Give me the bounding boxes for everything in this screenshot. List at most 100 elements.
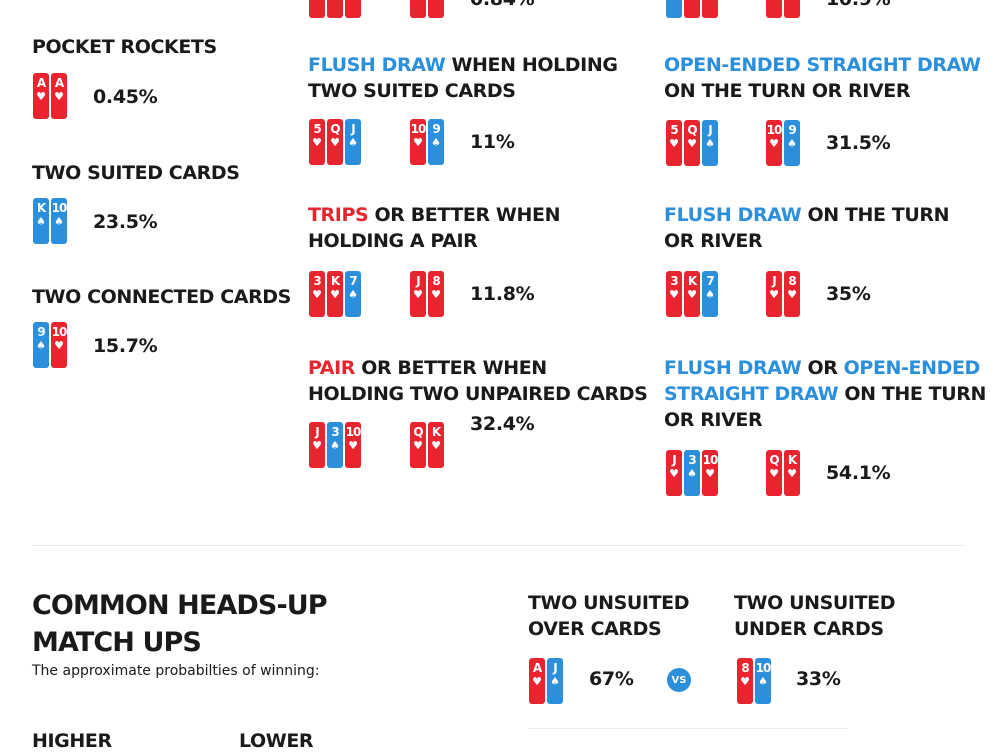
title-mid: OR <box>801 357 844 379</box>
playing-card: J ♥ <box>309 422 325 468</box>
hand-flush-draw-hole: 10 ♥ 9 ♠ <box>410 119 444 165</box>
card-rank: 7 <box>706 274 714 288</box>
playing-card: 8 ♥ <box>737 658 753 704</box>
playing-card: ♠ <box>666 0 682 18</box>
playing-card: ♥ <box>345 0 361 18</box>
card-rank: 9 <box>788 123 796 137</box>
title-line2: TWO SUITED CARDS <box>308 80 516 102</box>
playing-card: Q ♥ <box>327 119 343 165</box>
heart-icon: ♥ <box>330 288 340 301</box>
hand-oesd-board: 5 ♥ Q ♥ J ♠ <box>666 120 718 166</box>
playing-card: ♥ <box>410 0 426 18</box>
heart-icon: ♥ <box>769 288 779 301</box>
card-rank: 8 <box>788 274 796 288</box>
title-highlight: FLUSH DRAW <box>664 204 802 226</box>
heart-icon: ♥ <box>705 467 715 480</box>
spade-icon: ♠ <box>330 439 340 452</box>
playing-card: 10 ♠ <box>51 198 67 244</box>
title-line2: HOLDING TWO UNPAIRED CARDS <box>308 383 648 405</box>
card-rank: 10 <box>51 325 67 339</box>
card-rank: Q <box>769 453 779 467</box>
heart-icon: ♥ <box>413 439 423 452</box>
playing-card: 5 ♥ <box>666 120 682 166</box>
playing-card: K ♥ <box>684 271 700 317</box>
spade-icon: ♠ <box>787 137 797 150</box>
heart-icon: ♥ <box>431 439 441 452</box>
spade-icon: ♠ <box>705 288 715 301</box>
playing-card: J ♥ <box>410 271 426 317</box>
title-line2-highlight: STRAIGHT DRAW <box>664 383 839 405</box>
card-rank: J <box>553 661 558 675</box>
hand-flush-turn-board: 3 ♥ K ♥ 7 ♠ <box>666 271 718 317</box>
heart-icon: ♥ <box>669 467 679 480</box>
card-rank: J <box>708 123 713 137</box>
pct-top-mid: 0.84% <box>470 0 535 10</box>
playing-card: 3 ♠ <box>684 450 700 496</box>
two-connected-title: TWO CONNECTED CARDS <box>32 286 291 308</box>
flush-or-oesd-title: FLUSH DRAW OR OPEN-ENDED STRAIGHT DRAW O… <box>664 355 986 433</box>
playing-card: J ♠ <box>345 119 361 165</box>
pct-trips: 11.8% <box>470 283 535 305</box>
playing-card: 7 ♠ <box>702 271 718 317</box>
playing-card: ♥ <box>428 0 444 18</box>
hand-flush-draw-board: 5 ♥ Q ♥ J ♠ <box>309 119 361 165</box>
hand-pair-board: J ♥ 3 ♠ 10 ♥ <box>309 422 361 468</box>
pct-top-right: 10.9% <box>826 0 891 10</box>
playing-card: ♥ <box>784 0 800 18</box>
heart-icon: ♥ <box>669 288 679 301</box>
card-rank: 10 <box>345 425 361 439</box>
card-rank: 3 <box>331 425 339 439</box>
pct-flush-turn: 35% <box>826 283 871 305</box>
playing-card: Q ♥ <box>766 450 782 496</box>
heart-icon: ♥ <box>36 90 46 103</box>
card-rank: K <box>687 274 697 288</box>
card-rank: J <box>672 453 677 467</box>
card-rank: J <box>416 274 421 288</box>
card-rank: 3 <box>313 274 321 288</box>
playing-card: A ♥ <box>529 658 545 704</box>
pair-better-title: PAIR OR BETTER WHEN HOLDING TWO UNPAIRED… <box>308 355 648 407</box>
hand-flush-or-oesd-board: J ♥ 3 ♠ 10 ♥ <box>666 450 718 496</box>
heart-icon: ♥ <box>413 288 423 301</box>
title-highlight: TRIPS <box>308 204 369 226</box>
pocket-rockets-title: POCKET ROCKETS <box>32 36 217 58</box>
heart-icon: ♥ <box>330 136 340 149</box>
playing-card: 5 ♥ <box>309 119 325 165</box>
headsup-divider <box>528 728 848 729</box>
hand-flush-turn-hole: J ♥ 8 ♥ <box>766 271 800 317</box>
hand-over-cards: A ♥ J ♠ <box>529 658 563 704</box>
card-rank: 5 <box>670 123 678 137</box>
playing-card: ♥ <box>702 0 718 18</box>
playing-card: 10 ♠ <box>755 658 771 704</box>
playing-card: ♥ <box>309 0 325 18</box>
hand-trips-hole: J ♥ 8 ♥ <box>410 271 444 317</box>
headsup-title-line1: COMMON HEADS-UP <box>32 590 328 621</box>
title-highlight: PAIR <box>308 357 355 379</box>
playing-card: 9 ♠ <box>784 120 800 166</box>
title-line2: HOLDING A PAIR <box>308 230 478 252</box>
title-rest: WHEN HOLDING <box>445 54 618 76</box>
playing-card: ♥ <box>327 0 343 18</box>
title-rest: OR BETTER WHEN <box>355 357 547 379</box>
hand-top-mid-2: ♥♥ <box>410 0 444 18</box>
card-rank: A <box>532 661 542 675</box>
playing-card: J ♠ <box>547 658 563 704</box>
playing-card: J ♥ <box>766 271 782 317</box>
card-rank: 10 <box>51 201 67 215</box>
pct-pocket-rockets: 0.45% <box>93 86 158 108</box>
card-rank: Q <box>413 425 423 439</box>
title-rest: OR BETTER WHEN <box>368 204 561 226</box>
oesd-title: OPEN-ENDED STRAIGHT DRAW ON THE TURN OR … <box>664 52 981 104</box>
title-line3: OR RIVER <box>664 409 763 431</box>
playing-card: 10 ♥ <box>766 120 782 166</box>
card-rank: J <box>315 425 320 439</box>
playing-card: ♥ <box>766 0 782 18</box>
headsup-title: COMMON HEADS-UP MATCH UPS <box>32 587 328 661</box>
playing-card: K ♠ <box>33 198 49 244</box>
hand-oesd-hole: 10 ♥ 9 ♠ <box>766 120 800 166</box>
vs-badge: VS <box>667 668 691 692</box>
heart-icon: ♥ <box>312 136 322 149</box>
hand-top-right: ♠♥♥ <box>666 0 718 18</box>
under-cards-title: TWO UNSUITED UNDER CARDS <box>734 590 896 642</box>
title-rest: ON THE TURN <box>801 204 950 226</box>
